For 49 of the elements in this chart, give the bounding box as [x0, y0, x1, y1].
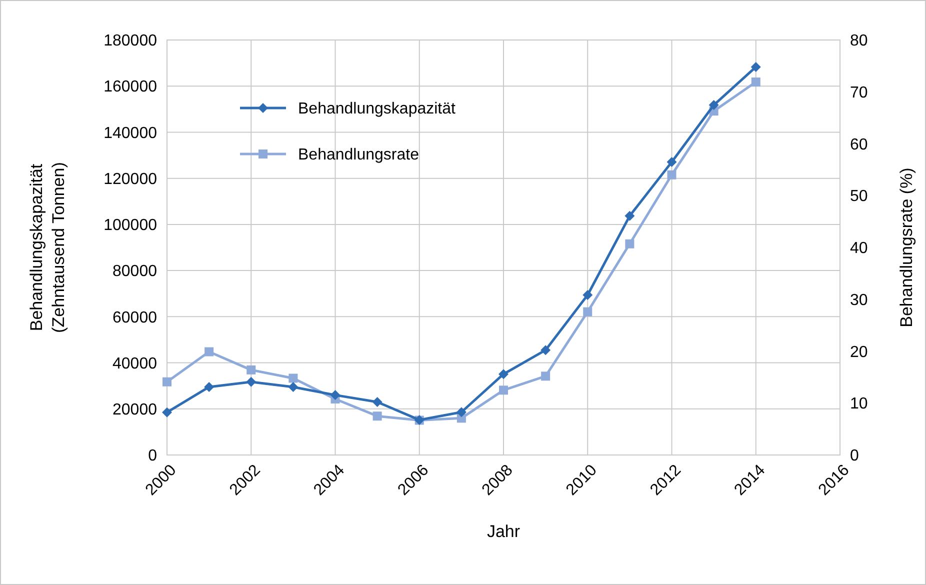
y-tick-label: 160000: [104, 78, 158, 96]
y2-tick-label: 80: [850, 32, 868, 50]
x-axis-title: Jahr: [486, 522, 520, 541]
point: [372, 412, 382, 421]
y-axis-title: Behandlungskapazität (Zehntausend Tonnen): [27, 162, 68, 333]
legend-label: Behandlungskapazität: [298, 100, 456, 118]
y2-tick-label: 0: [850, 448, 859, 465]
point: [330, 390, 340, 400]
point: [204, 382, 214, 392]
point: [288, 382, 298, 392]
point: [582, 290, 593, 300]
y-tick-label: 20000: [112, 401, 158, 418]
y-tick-label: 80000: [112, 263, 158, 280]
y2-tick-label: 40: [850, 240, 868, 258]
y2-tick-label: 50: [850, 188, 868, 206]
y-tick-label: 100000: [104, 217, 158, 234]
point: [583, 307, 592, 316]
point: [372, 396, 382, 407]
point: [708, 100, 719, 110]
point: [667, 170, 676, 180]
point: [162, 407, 172, 418]
y2-tick-label: 70: [850, 84, 868, 102]
y2-tick-label: 20: [850, 344, 868, 361]
y2-axis-title: Behandlungsrate (%): [897, 168, 916, 328]
y-tick-label: 40000: [112, 355, 158, 372]
point: [246, 365, 256, 374]
point: [666, 156, 677, 167]
point: [288, 374, 298, 383]
y-tick-label: 180000: [104, 32, 158, 50]
y2-tick-label: 60: [850, 136, 868, 154]
y-tick-label: 60000: [112, 309, 158, 326]
point: [750, 62, 761, 72]
point: [204, 347, 214, 356]
y-tick-label: 140000: [104, 124, 158, 142]
y2-tick-label: 10: [850, 396, 868, 413]
point: [498, 369, 508, 380]
point: [624, 210, 635, 221]
point: [751, 78, 760, 87]
y-tick-label: 0: [148, 448, 158, 465]
y-tick-label: 120000: [104, 170, 158, 188]
point: [540, 345, 551, 356]
point: [499, 386, 508, 395]
point: [162, 377, 172, 386]
legend-label: Behandlungsrate: [298, 146, 420, 164]
point: [541, 372, 550, 381]
y2-tick-label: 30: [850, 292, 868, 309]
point: [456, 407, 466, 418]
point: [625, 239, 634, 248]
point: [246, 376, 256, 387]
